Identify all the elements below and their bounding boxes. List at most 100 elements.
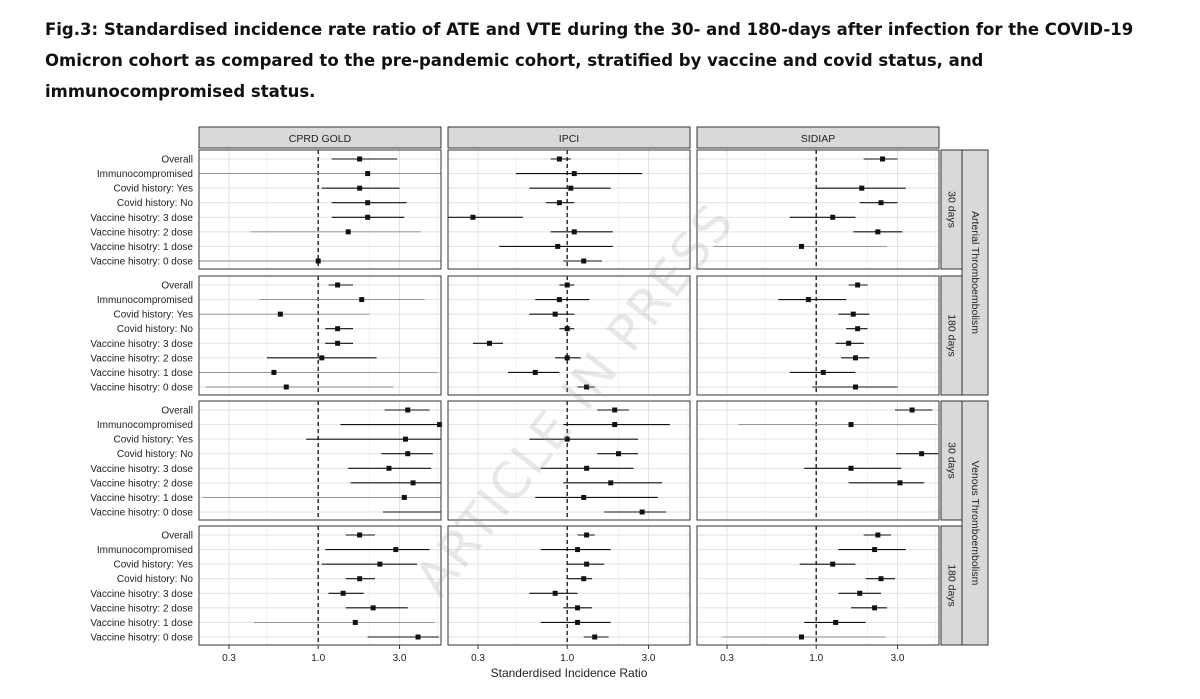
- point-estimate: [880, 156, 886, 162]
- point-estimate: [909, 407, 915, 413]
- point-estimate: [405, 407, 411, 413]
- window-strip-label: 30 days: [946, 442, 958, 479]
- panel-border: [447, 149, 691, 270]
- row-label: Vaccine hisotry: 2 dose: [90, 478, 193, 489]
- x-tick-label: 0.3: [720, 653, 734, 664]
- panel: [447, 525, 691, 646]
- panel-background: [697, 276, 939, 395]
- row-label: Covid history: Yes: [114, 560, 194, 571]
- panel: [447, 149, 691, 270]
- row-label: Vaccine hisotry: 2 dose: [90, 227, 193, 238]
- point-estimate: [875, 532, 881, 538]
- point-estimate: [405, 451, 411, 457]
- row-label: Vaccine hisotry: 2 dose: [90, 353, 193, 364]
- row-label: Overall: [161, 531, 193, 542]
- panel-border: [696, 275, 940, 396]
- panel-border: [198, 525, 442, 646]
- row-label: Vaccine hisotry: 1 dose: [90, 493, 193, 504]
- point-estimate: [335, 326, 341, 332]
- row-label: Vaccine hisotry: 1 dose: [90, 368, 193, 379]
- column-strip: [696, 126, 940, 149]
- row-label: Vaccine hisotry: 3 dose: [90, 464, 193, 475]
- row-label: Vaccine hisotry: 3 dose: [90, 339, 193, 350]
- point-estimate: [850, 311, 856, 317]
- point-estimate: [575, 619, 581, 625]
- x-tick-label: 1.0: [311, 653, 325, 664]
- point-estimate: [872, 605, 878, 611]
- row-label: Vaccine hisotry: 3 dose: [90, 589, 193, 600]
- point-estimate: [568, 185, 574, 191]
- point-estimate: [919, 451, 925, 457]
- panel-border: [447, 400, 691, 521]
- point-estimate: [612, 422, 618, 428]
- point-estimate: [410, 480, 416, 486]
- point-estimate: [897, 480, 903, 486]
- panel: [696, 525, 940, 646]
- row-label: Covid history: Yes: [114, 310, 194, 321]
- outcome-strip: [961, 149, 989, 396]
- x-tick-label: 1.0: [809, 653, 823, 664]
- point-estimate: [584, 384, 590, 390]
- panel-background: [448, 150, 690, 269]
- point-estimate: [370, 605, 376, 611]
- point-estimate: [584, 561, 590, 567]
- point-estimate: [857, 590, 863, 596]
- row-label: Covid history: Yes: [114, 184, 194, 195]
- point-estimate: [365, 214, 371, 220]
- x-tick-label: 1.0: [560, 653, 574, 664]
- outcome-strip: [961, 400, 989, 646]
- point-estimate: [859, 185, 865, 191]
- point-estimate: [357, 576, 363, 582]
- point-estimate: [552, 590, 558, 596]
- point-estimate: [315, 258, 321, 264]
- point-estimate: [357, 185, 363, 191]
- point-estimate: [564, 282, 570, 288]
- point-estimate: [581, 576, 587, 582]
- panel-background: [697, 526, 939, 645]
- point-estimate: [571, 229, 577, 235]
- point-estimate: [335, 340, 341, 346]
- panel: [447, 400, 691, 521]
- panel-border: [198, 400, 442, 521]
- point-estimate: [571, 171, 577, 177]
- x-tick-label: 0.3: [471, 653, 485, 664]
- point-estimate: [608, 480, 614, 486]
- panel: [198, 149, 442, 270]
- row-label: Vaccine hisotry: 2 dose: [90, 603, 193, 614]
- window-strip-label: 180 days: [946, 564, 958, 607]
- point-estimate: [848, 422, 854, 428]
- point-estimate: [564, 326, 570, 332]
- point-estimate: [798, 243, 804, 249]
- point-estimate: [575, 547, 581, 553]
- point-estimate: [878, 576, 884, 582]
- row-label: Vaccine hisotry: 1 dose: [90, 618, 193, 629]
- point-estimate: [805, 297, 811, 303]
- panel: [696, 400, 940, 521]
- point-estimate: [357, 156, 363, 162]
- point-estimate: [846, 340, 852, 346]
- panel-background: [199, 401, 441, 520]
- panel-background: [697, 401, 939, 520]
- x-tick-label: 0.3: [222, 653, 236, 664]
- panel: [198, 400, 443, 521]
- row-label: Covid history: No: [117, 198, 194, 209]
- panel-border: [696, 400, 940, 521]
- point-estimate: [798, 634, 804, 640]
- point-estimate: [401, 494, 407, 500]
- point-estimate: [470, 214, 476, 220]
- panel-border: [447, 525, 691, 646]
- point-estimate: [592, 634, 598, 640]
- row-label: Covid history: No: [117, 449, 194, 460]
- row-label: Vaccine hisotry: 0 dose: [90, 383, 193, 394]
- panel-background: [697, 150, 939, 269]
- point-estimate: [830, 214, 836, 220]
- panel: [198, 275, 442, 396]
- point-estimate: [415, 634, 421, 640]
- row-label: Vaccine hisotry: 0 dose: [90, 508, 193, 519]
- point-estimate: [365, 171, 371, 177]
- point-estimate: [352, 619, 358, 625]
- point-estimate: [875, 229, 881, 235]
- row-label: Vaccine hisotry: 0 dose: [90, 257, 193, 268]
- point-estimate: [335, 282, 341, 288]
